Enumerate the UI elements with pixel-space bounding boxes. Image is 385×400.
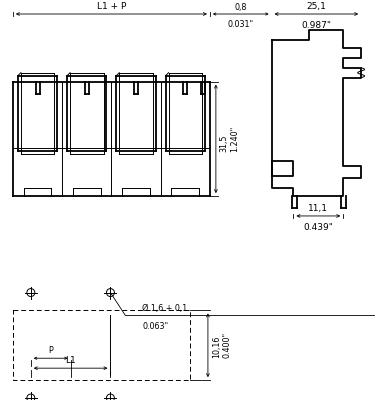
Text: Ø 1,6 + 0,1: Ø 1,6 + 0,1 [142,304,187,314]
Text: 11,1: 11,1 [308,204,328,213]
Text: 25,1: 25,1 [306,2,326,11]
Text: 0.987": 0.987" [301,21,331,30]
Text: 31,5
1.240": 31,5 1.240" [220,126,239,152]
Text: L1: L1 [65,356,76,365]
Text: 10,16
0.400": 10,16 0.400" [212,332,231,358]
Text: 0.063": 0.063" [142,322,168,332]
Text: 0.439": 0.439" [303,223,333,232]
Text: 0,8: 0,8 [234,3,247,12]
Bar [13,310,190,380]
Text: P: P [49,346,53,355]
Text: L1 + P: L1 + P [97,2,126,11]
Text: 0.031": 0.031" [228,20,254,29]
